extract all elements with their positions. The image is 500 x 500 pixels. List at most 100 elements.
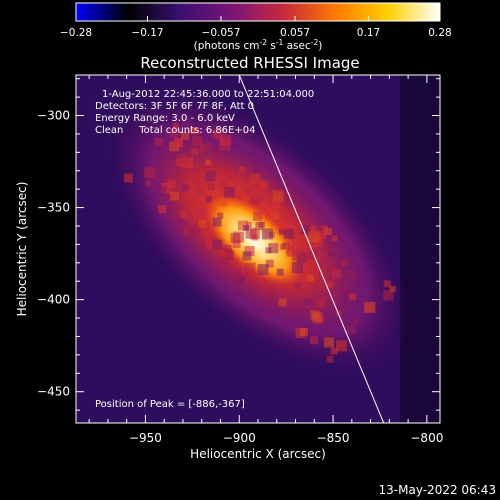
colorbar-ticks: −0.28 −0.17 −0.057 0.057 0.17 0.28	[60, 16, 452, 39]
pixel-block	[190, 127, 197, 134]
pixel-block	[262, 228, 274, 240]
pixel-noise	[123, 118, 396, 363]
pixel-block	[193, 177, 201, 185]
colorbar-tick-label: −0.17	[131, 27, 163, 39]
pixel-block	[205, 142, 213, 150]
pixel-block	[331, 235, 338, 242]
pixel-block	[219, 257, 231, 269]
pixel-block	[300, 224, 311, 235]
solar-image	[76, 75, 440, 423]
pixel-block	[279, 243, 286, 250]
pixel-block	[169, 128, 179, 138]
pixel-block	[310, 336, 319, 345]
pixel-block	[323, 337, 334, 348]
pixel-block	[172, 122, 179, 129]
pixel-block	[181, 131, 190, 140]
pixel-block	[123, 173, 133, 183]
pixel-block	[341, 260, 348, 267]
pixel-block	[198, 219, 207, 228]
pixel-block	[321, 225, 328, 232]
pixel-block	[266, 207, 277, 218]
y-tick-label: −400	[37, 293, 70, 307]
pixel-block	[191, 224, 201, 234]
pixel-block	[212, 128, 223, 139]
pixel-block	[235, 268, 242, 275]
info-line-detectors: Detectors: 3F 5F 6F 7F 8F, Att 0	[95, 101, 254, 112]
y-tick-label: −350	[37, 201, 70, 215]
pixel-block	[259, 180, 269, 190]
pixel-block	[244, 262, 256, 274]
pixel-block	[383, 290, 394, 301]
pixel-block	[272, 190, 284, 202]
pixel-block	[244, 188, 252, 196]
pixel-block	[308, 225, 315, 232]
colorbar-tick-label: 0.057	[280, 27, 310, 39]
pixel-block	[265, 259, 274, 268]
pixel-block	[206, 183, 213, 190]
y-tick-label: −300	[37, 109, 70, 123]
image-title: Reconstructed RHESSI Image	[140, 54, 359, 72]
pixel-block	[192, 136, 203, 147]
pixel-block	[325, 228, 333, 236]
pixel-block	[249, 173, 260, 184]
pixel-block	[170, 191, 180, 201]
timestamp: 13-May-2022 06:43	[379, 483, 496, 497]
pixel-block	[193, 128, 200, 135]
pixel-block	[276, 268, 284, 276]
pixel-block	[251, 196, 261, 206]
pixel-block	[307, 274, 315, 282]
pixel-block	[312, 312, 323, 323]
peak-position: Position of Peak = [-886,-367]	[95, 399, 245, 410]
pixel-block	[205, 171, 216, 182]
colorbar-tick-label: −0.28	[60, 27, 92, 39]
pixel-block	[217, 212, 224, 219]
pixel-block	[279, 223, 288, 232]
pixel-block	[316, 298, 326, 308]
pixel-block	[347, 326, 356, 335]
x-axis-ticks: −950 −900 −850 −800	[88, 75, 443, 445]
pixel-block	[255, 222, 264, 231]
pixel-block	[299, 208, 307, 216]
pixel-block	[328, 251, 335, 258]
x-tick-label: −950	[129, 431, 162, 445]
pixel-block	[285, 198, 293, 206]
pixel-block	[237, 220, 248, 231]
info-line-time: 1-Aug-2012 22:45:36.000 to 22:51:04.000	[102, 89, 314, 100]
pixel-block	[158, 205, 167, 214]
pixel-block	[336, 340, 348, 352]
pixel-block	[278, 228, 285, 235]
pixel-block	[304, 298, 312, 306]
pixel-block	[180, 221, 187, 228]
pixel-block	[299, 328, 308, 337]
pixel-block	[326, 355, 334, 363]
pixel-block	[230, 233, 241, 244]
pixel-block	[212, 239, 223, 250]
pixel-block	[383, 280, 391, 288]
pixel-block	[183, 229, 190, 236]
pixel-block	[202, 185, 212, 195]
y-tick-label: −450	[37, 385, 70, 399]
pixel-block	[212, 217, 222, 227]
pixel-block	[238, 166, 245, 173]
pixel-block	[316, 261, 323, 268]
colorbar-units: (photons cm-2 s-1 asec-2)	[194, 38, 323, 52]
colorbar-tick-label: 0.17	[357, 27, 380, 39]
pixel-block	[330, 347, 338, 355]
image-right-dark	[400, 75, 440, 423]
pixel-block	[364, 301, 376, 313]
pixel-block	[156, 185, 167, 196]
x-axis-label: Heliocentric X (arcsec)	[190, 447, 326, 461]
pixel-block	[223, 186, 235, 198]
pixel-block	[172, 212, 181, 221]
pixel-block	[199, 144, 208, 153]
pixel-block	[244, 246, 255, 257]
pixel-block	[224, 248, 233, 257]
pixel-block	[389, 286, 396, 293]
pixel-block	[220, 134, 232, 146]
pixel-block	[291, 262, 303, 274]
pixel-block	[220, 179, 228, 187]
pixel-block	[272, 200, 281, 209]
pixel-block	[236, 275, 246, 285]
pixel-block	[178, 154, 189, 165]
